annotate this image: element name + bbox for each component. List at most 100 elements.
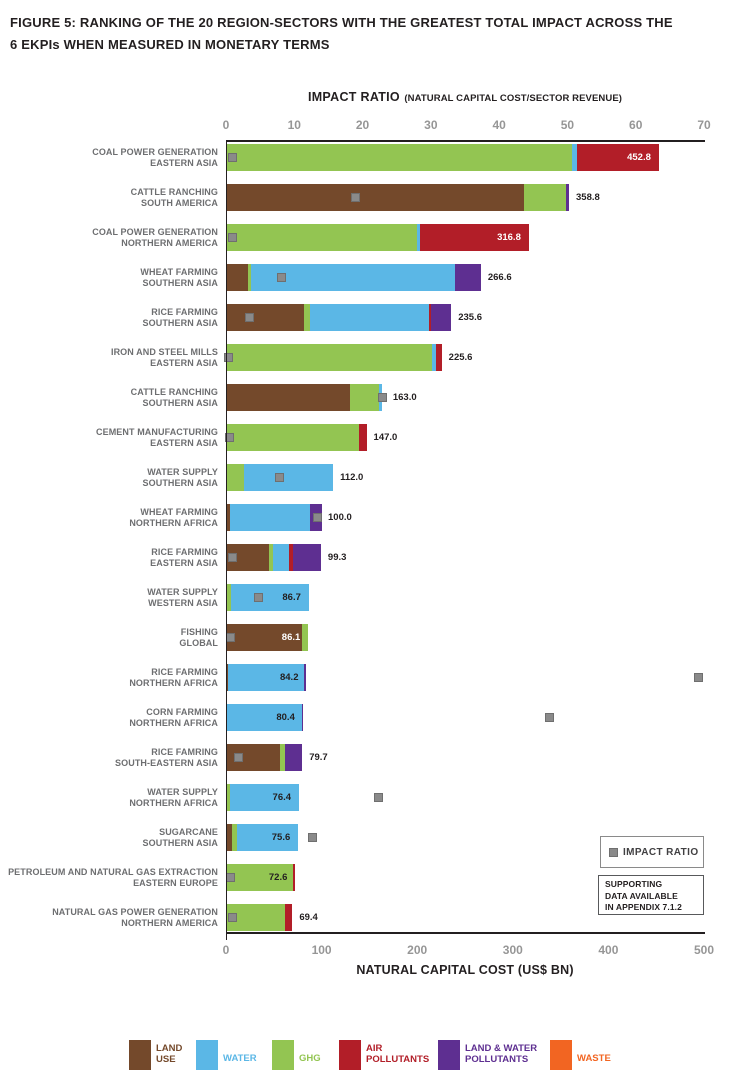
bar-value-label: 225.6	[448, 351, 473, 363]
bar-segment-ghg	[226, 344, 432, 371]
supporting-note-line1: SUPPORTING	[605, 879, 663, 889]
bar-value-label: 84.2	[279, 671, 299, 683]
bar-value-label: 79.7	[309, 751, 328, 763]
category-region-label: SOUTHERN ASIA	[142, 318, 218, 328]
bar-segment-water	[229, 504, 311, 531]
bar-segment-ghg	[226, 784, 230, 811]
category-label: COAL POWER GENERATION NORTHERN AMERICA	[0, 227, 218, 249]
bar-segment-land_water_pollutants	[455, 264, 481, 291]
category-sector-label: PETROLEUM AND NATURAL GAS EXTRACTION	[8, 867, 218, 877]
impact-ratio-marker	[224, 433, 234, 442]
bar-row: WHEAT FARMING NORTHERN AFRICA 100.0	[0, 504, 741, 544]
category-label: NATURAL GAS POWER GENERATION NORTHERN AME…	[0, 907, 218, 929]
impact-ratio-legend-label: IMPACT RATIO	[623, 846, 699, 858]
category-region-label: NORTHERN AFRICA	[129, 678, 218, 688]
bar-segment-ghg	[269, 544, 273, 571]
bar-segment-ghg	[279, 744, 286, 771]
bar-segment-ghg	[226, 144, 573, 171]
cost-axis-tick: 400	[598, 943, 619, 957]
category-label: IRON AND STEEL MILLS EASTERN ASIA	[0, 347, 218, 369]
category-region-label: NORTHERN AMERICA	[121, 238, 218, 248]
bar-value-label: 76.4	[272, 791, 292, 803]
legend-swatch-waste	[550, 1040, 572, 1070]
category-sector-label: COAL POWER GENERATION	[92, 147, 218, 157]
category-label: RICE FARMING EASTERN ASIA	[0, 547, 218, 569]
bar-segment-land_use	[226, 264, 248, 291]
bar-segment-water	[230, 584, 309, 611]
legend-swatch-land_use	[129, 1040, 151, 1070]
impact-ratio-marker	[224, 353, 234, 362]
category-label: WHEAT FARMING NORTHERN AFRICA	[0, 507, 218, 529]
impact-ratio-marker	[228, 913, 238, 922]
bar-value-label: 452.8	[627, 151, 651, 163]
impact-ratio-marker	[308, 833, 318, 842]
category-label: PETROLEUM AND NATURAL GAS EXTRACTION EAST…	[0, 867, 218, 889]
bar-segment-land_use	[226, 624, 303, 651]
bar-segment-air_pollutants	[358, 424, 367, 451]
legend-label-ghg: GHG	[299, 1053, 321, 1064]
bar-value-label: 163.0	[392, 391, 417, 403]
category-region-label: SOUTHERN ASIA	[142, 398, 218, 408]
category-label: CEMENT MANUFACTURING EASTERN ASIA	[0, 427, 218, 449]
category-label: FISHING GLOBAL	[0, 627, 218, 649]
bar-row: COAL POWER GENERATION NORTHERN AMERICA 316…	[0, 224, 741, 264]
bar-row: CATTLE RANCHING SOUTHERN ASIA 163.0	[0, 384, 741, 424]
impact-ratio-marker	[694, 673, 704, 682]
impact-ratio-axis-tick: 20	[355, 118, 370, 132]
legend-swatch-water	[196, 1040, 218, 1070]
bar-segment-ghg	[226, 864, 294, 891]
bar-segment-water	[310, 304, 429, 331]
category-label: CATTLE RANCHING SOUTH AMERICA	[0, 187, 218, 209]
category-label: WHEAT FARMING SOUTHERN ASIA	[0, 267, 218, 289]
impact-ratio-legend-box: IMPACT RATIO	[600, 836, 704, 868]
bar-segment-water	[272, 544, 290, 571]
category-region-label: SOUTHERN ASIA	[142, 278, 218, 288]
bar-segment-land_water_pollutants	[301, 704, 303, 731]
bar-value-label: 86.7	[282, 591, 301, 603]
cost-axis-tick: 200	[407, 943, 428, 957]
legend-label-land_use: LAND USE	[156, 1043, 183, 1065]
legend-label-water: WATER	[223, 1053, 257, 1064]
category-axis-line	[226, 140, 228, 933]
category-sector-label: FISHING	[180, 627, 218, 637]
impact-ratio-axis-title-sub: (NATURAL CAPITAL COST/SECTOR REVENUE)	[404, 93, 623, 104]
category-region-label: SOUTH AMERICA	[141, 198, 218, 208]
category-sector-label: SUGARCANE	[159, 827, 218, 837]
bar-segment-water	[244, 464, 334, 491]
impact-ratio-axis-tick: 50	[560, 118, 575, 132]
category-region-label: SOUTHERN ASIA	[142, 838, 218, 848]
impact-ratio-marker	[227, 233, 237, 242]
cost-axis-tick: 0	[222, 943, 230, 957]
impact-ratio-axis-tick: 30	[424, 118, 438, 132]
category-label: RICE FARMING SOUTHERN ASIA	[0, 307, 218, 329]
legend-label-air_pollutants: AIR POLLUTANTS	[366, 1043, 430, 1065]
category-label: CATTLE RANCHING SOUTHERN ASIA	[0, 387, 218, 409]
bar-segment-land_use	[226, 184, 525, 211]
bar-segment-land_water_pollutants	[303, 664, 307, 691]
bar-segment-land_use	[226, 304, 305, 331]
impact-ratio-axis-tick: 60	[629, 118, 643, 132]
impact-ratio-marker	[377, 393, 387, 402]
bar-row: WHEAT FARMING SOUTHERN ASIA 266.6	[0, 264, 741, 304]
impact-ratio-marker	[253, 593, 263, 602]
bar-segment-land_water_pollutants	[285, 744, 303, 771]
bar-value-label: 86.1	[281, 631, 301, 643]
bar-segment-ghg	[302, 624, 309, 651]
impact-ratio-marker	[234, 753, 244, 762]
impact-ratio-axis-tick: 0	[222, 118, 230, 132]
category-label: SUGARCANE SOUTHERN ASIA	[0, 827, 218, 849]
bar-row: NATURAL GAS POWER GENERATION NORTHERN AME…	[0, 904, 741, 944]
legend-swatch-air_pollutants	[339, 1040, 361, 1070]
category-sector-label: WHEAT FARMING	[140, 507, 218, 517]
category-label: WATER SUPPLY WESTERN ASIA	[0, 587, 218, 609]
bar-value-label: 99.3	[327, 551, 347, 563]
category-sector-label: IRON AND STEEL MILLS	[110, 347, 218, 357]
legend-label-land_water_pollutants: LAND & WATER POLLUTANTS	[465, 1043, 538, 1065]
bar-row: WATER SUPPLY SOUTHERN ASIA 112.0	[0, 464, 741, 504]
bar-segment-land_use	[226, 504, 230, 531]
figure-title-line1: FIGURE 5: RANKING OF THE 20 REGION-SECTO…	[10, 15, 673, 30]
legend-swatch-land_water_pollutants	[438, 1040, 460, 1070]
bar-segment-ghg	[226, 584, 231, 611]
category-region-label: EASTERN EUROPE	[133, 878, 218, 888]
